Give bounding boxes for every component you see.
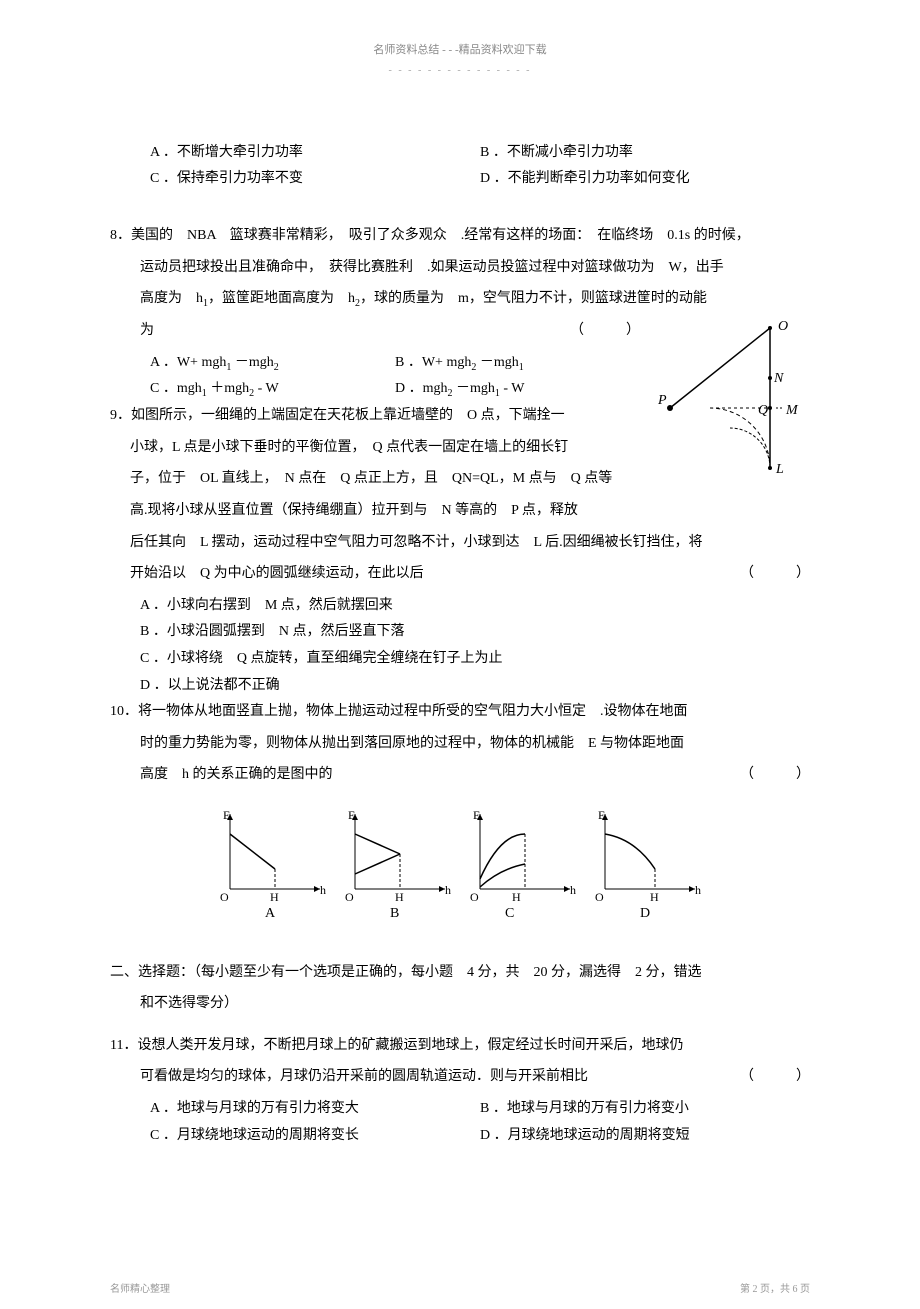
q8-optB-b: －mgh [476,355,518,370]
section2-title2: 和不选得零分） [140,991,810,1018]
q8-optC-b: ＋mgh [207,381,249,396]
q8-optA-b: －mgh [231,355,273,370]
gB-E: E [348,808,355,822]
q8-paren: （ ） [570,318,640,345]
q11-line1: 11．设想人类开发月球，不断把月球上的矿藏搬运到地球上，假定经过长时间开采后，地… [110,1033,810,1060]
q11-optB: B ．地球与月球的万有引力将变小 [480,1096,810,1123]
gD-O: O [595,890,604,904]
q7-option-c: C ．保持牵引力功率不变 [150,166,480,193]
q9-paren: （ ） [740,561,810,588]
q8-line1: 8．美国的 NBA 篮球赛非常精彩， 吸引了众多观众 .经常有这样的场面： 在临… [110,223,810,250]
gC-label: C [505,906,514,919]
gA-label: A [265,906,276,919]
gC-O: O [470,890,479,904]
gD-E: E [598,808,605,822]
page-footer: 名师精心整理 第 2 页，共 6 页 [110,1280,810,1299]
q8-optA: A ．W+ mgh1 －mgh2 [150,350,395,377]
q8-l3c: ，球的质量为 m，空气阻力不计，则篮球进筐时的动能 [360,291,707,306]
q9-label-P: P [657,393,667,408]
q8-optC: C ．mgh1 ＋mgh2 - W [150,376,395,403]
q8-optD: D ．mgh2 －mgh1 - W [395,376,640,403]
q9-label-M: M [785,403,799,418]
footer-left: 名师精心整理 [110,1280,170,1299]
gD-label: D [640,906,650,919]
q8-optB-a: B ．W+ mgh [395,355,471,370]
q8-optA-a: A ．W+ mgh [150,355,226,370]
gB-O: O [345,890,354,904]
q8-row1: A ．W+ mgh1 －mgh2 B ．W+ mgh2 －mgh1 [150,350,640,377]
gC-h: h [570,883,576,897]
q11-line2: 可看做是均匀的球体，月球仍沿开采前的圆周轨道运动．则与开采前相比 （ ） [140,1064,810,1091]
q9-optD: D ．以上说法都不正确 [140,673,810,700]
gD-H: H [650,890,659,904]
q9-label-O: O [778,319,788,334]
gC-H: H [512,890,521,904]
footer-right: 第 2 页，共 6 页 [740,1280,810,1299]
q8-l3b: ，篮筐距地面高度为 h [208,291,355,306]
q7-option-b: B ．不断减小牵引力功率 [480,140,810,167]
gB-H: H [395,890,404,904]
q8-optC-c: - W [254,381,279,396]
gA-O: O [220,890,229,904]
q9-optB: B ．小球沿圆弧摆到 N 点，然后竖直下落 [140,619,810,646]
q8-line3: 高度为 h1，篮筐距地面高度为 h2，球的质量为 m，空气阻力不计，则篮球进筐时… [140,286,810,313]
q9-figure: O P N Q M L [650,318,810,488]
q8-optB-s2: 1 [519,361,524,372]
q8-optA-s2: 2 [274,361,279,372]
q8-l4: 为 [140,323,154,338]
q7-options-row2: C ．保持牵引力功率不变 D ．不能判断牵引力功率如何变化 [150,166,810,193]
q11-optC: C ．月球绕地球运动的周期将变长 [150,1123,480,1150]
gD-h: h [695,883,701,897]
q9-optA: A ．小球向右摆到 M 点，然后就摆回来 [140,593,810,620]
q11-paren: （ ） [740,1064,810,1091]
gB-label: B [390,906,399,919]
q11-row1: A ．地球与月球的万有引力将变大 B ．地球与月球的万有引力将变小 [150,1096,810,1123]
q9-label-Q: Q [758,403,768,418]
q11-row2: C ．月球绕地球运动的周期将变长 D ．月球绕地球运动的周期将变短 [150,1123,810,1150]
q8-row2: C ．mgh1 ＋mgh2 - W D ．mgh2 －mgh1 - W [150,376,640,403]
q10-graphs: E h O H A E h O H B [110,799,810,930]
q9-label-L: L [775,462,784,477]
q9-l6: 开始沿以 Q 为中心的圆弧继续运动，在此以后 [130,566,424,581]
section2-title: 二、选择题：（每小题至少有一个选项是正确的，每小题 4 分，共 20 分，漏选得… [110,960,810,987]
q8-optD-c: - W [500,381,525,396]
q8-optC-a: C ．mgh [150,381,202,396]
q11-optA: A ．地球与月球的万有引力将变大 [150,1096,480,1123]
q11-l2: 可看做是均匀的球体，月球仍沿开采前的圆周轨道运动．则与开采前相比 [140,1069,588,1084]
q9-line5: 后任其向 L 摆动，运动过程中空气阻力可忽略不计，小球到达 L 后.因细绳被长钉… [130,530,810,557]
q10-paren: （ ） [740,762,810,789]
q7-options-row1: A ．不断增大牵引力功率 B ．不断减小牵引力功率 [150,140,810,167]
q7-option-d: D ．不能判断牵引力功率如何变化 [480,166,810,193]
q8-optD-a: D ．mgh [395,381,448,396]
q10-line2: 时的重力势能为零，则物体从抛出到落回原地的过程中，物体的机械能 E 与物体距地面 [140,731,810,758]
q8-optB: B ．W+ mgh2 －mgh1 [395,350,640,377]
gA-E: E [223,808,230,822]
q8-line2: 运动员把球投出且准确命中， 获得比赛胜利 .如果运动员投篮过程中对篮球做功为 W… [140,255,810,282]
q9-line6: 开始沿以 Q 为中心的圆弧继续运动，在此以后 （ ） [130,561,810,588]
q8-l3a: 高度为 h [140,291,203,306]
gA-h: h [320,883,326,897]
q10-line1: 10．将一物体从地面竖直上抛，物体上抛运动过程中所受的空气阻力大小恒定 .设物体… [110,699,810,726]
q10-l3: 高度 h 的关系正确的是图中的 [140,767,333,782]
q9-line4: 高.现将小球从竖直位置（保持绳绷直）拉开到与 N 等高的 P 点，释放 [130,498,810,525]
q8-optD-b: －mgh [453,381,495,396]
page-header: 名师资料总结 - - -精品资料欢迎下载 [110,40,810,61]
q10-line3: 高度 h 的关系正确的是图中的 （ ） [140,762,810,789]
page-header-sub: - - - - - - - - - - - - - - - [110,61,810,80]
gC-E: E [473,808,480,822]
q7-option-a: A ．不断增大牵引力功率 [150,140,480,167]
gB-h: h [445,883,451,897]
q9-label-N: N [773,371,784,386]
q9-optC: C ．小球将绕 Q 点旋转，直至细绳完全缠绕在钉子上为止 [140,646,810,673]
q11-optD: D ．月球绕地球运动的周期将变短 [480,1123,810,1150]
gA-H: H [270,890,279,904]
